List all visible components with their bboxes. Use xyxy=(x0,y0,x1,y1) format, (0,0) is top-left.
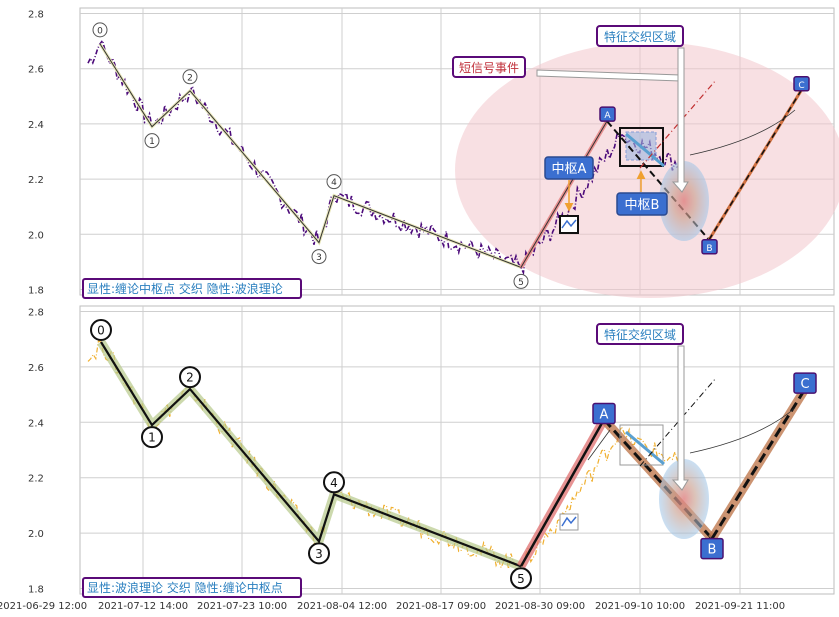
pivot-b-band xyxy=(625,430,665,466)
projection-line xyxy=(639,377,717,467)
y-tick-label: 2.2 xyxy=(28,474,44,485)
y-tick-label: 2.6 xyxy=(28,65,44,76)
abc-point-marker xyxy=(793,372,817,394)
curve-line xyxy=(689,109,796,156)
pivot-a-inner xyxy=(561,516,577,527)
wave-point-marker xyxy=(311,249,327,265)
y-tick-label: 2.0 xyxy=(28,230,44,241)
wave-point-marker xyxy=(90,319,112,341)
wave-point-marker xyxy=(182,69,198,85)
wave-point-marker xyxy=(326,174,342,190)
abc-point-label: B xyxy=(706,244,712,254)
abc-point-marker xyxy=(793,76,810,92)
pivot-b-band xyxy=(625,132,665,168)
wave-point-marker xyxy=(141,426,163,449)
bottom-panel-marks: 0 1 2 3 4 5 A B C xyxy=(90,319,817,590)
wave-point-label: 3 xyxy=(316,253,322,263)
wave-point-label: 5 xyxy=(517,572,525,586)
top-price-series xyxy=(87,38,681,276)
y-tick-label: 2.6 xyxy=(28,363,44,374)
feature-zone-label-top: 特征交织区域 xyxy=(604,29,676,44)
x-tick-label: 2021-09-10 10:00 xyxy=(595,601,685,612)
wave-line xyxy=(99,43,522,268)
wave-point-marker xyxy=(323,471,345,494)
annotation-pivot-b: 中枢B xyxy=(616,170,668,216)
top-caption: 显性:缠论中枢点 交织 隐性:波浪理论 xyxy=(82,278,302,299)
top-panel-marks: 0 1 2 3 4 5 A B C xyxy=(92,22,810,289)
short-signal-region xyxy=(455,42,839,298)
abc-point-marker xyxy=(592,402,616,425)
abc-point-label: C xyxy=(800,377,809,392)
x-tick-label: 2021-07-23 10:00 xyxy=(197,601,287,612)
short-signal-label: 短信号事件 xyxy=(459,61,519,75)
wave-point-label: 0 xyxy=(97,26,103,36)
feature-glow xyxy=(659,459,709,539)
y-tick-label: 2.4 xyxy=(28,120,44,131)
bottom-caption-text: 显性:波浪理论 交织 隐性:缠论中枢点 xyxy=(87,580,283,595)
pivot-a-box xyxy=(559,513,579,531)
wave-point-marker xyxy=(510,567,532,590)
y-tick-label: 1.8 xyxy=(28,285,44,296)
wave-point-label: 4 xyxy=(330,476,338,490)
annotation-pivot-a: 中枢A xyxy=(544,156,594,212)
annotation-feature-zone-top: 特征交织区域 xyxy=(596,25,689,193)
wave-point-label: 4 xyxy=(331,178,337,188)
abc-point-marker xyxy=(700,537,724,560)
bottom-caption: 显性:波浪理论 交织 隐性:缠论中枢点 xyxy=(82,577,302,598)
wave-point-marker xyxy=(513,273,529,289)
y-tick-label: 2.2 xyxy=(28,175,44,186)
x-tick-label: 2021-07-12 14:00 xyxy=(98,601,188,612)
wave-point-label: 1 xyxy=(149,137,155,147)
abc-point-label: B xyxy=(708,543,717,558)
y-tick-label: 1.8 xyxy=(28,584,44,595)
wave-line xyxy=(100,341,522,568)
pivot-a-inner xyxy=(561,219,577,229)
abc-point-label: A xyxy=(604,111,611,121)
x-tick-label: 2021-08-17 09:00 xyxy=(396,601,486,612)
wave-point-marker xyxy=(144,133,160,149)
y-tick-label: 2.8 xyxy=(28,10,44,21)
x-tick-label: 2021-08-04 12:00 xyxy=(297,601,387,612)
wave-point-marker xyxy=(92,22,108,38)
wave-point-label: 3 xyxy=(315,547,323,561)
y-tick-label: 2.4 xyxy=(28,418,44,429)
x-axis-ticks: 2021-06-29 12:00 2021-07-12 14:00 2021-07-… xyxy=(0,601,785,612)
pivot-a-label: 中枢A xyxy=(552,162,587,177)
abc-point-label: A xyxy=(600,408,609,423)
projection-line xyxy=(639,79,717,169)
wave-point-marker xyxy=(179,366,201,389)
wave-point-label: 0 xyxy=(97,324,105,338)
wave-point-label: 5 xyxy=(518,278,524,288)
feature-glow xyxy=(659,161,709,241)
leg-5-a xyxy=(519,418,606,567)
wave-point-label: 2 xyxy=(187,73,193,83)
y-tick-label: 2.0 xyxy=(28,529,44,540)
y-tick-label: 2.8 xyxy=(28,308,44,319)
pivot-b-label: 中枢B xyxy=(625,198,660,213)
leg-b-c-band xyxy=(708,386,809,541)
x-tick-label: 2021-08-30 09:00 xyxy=(495,601,585,612)
x-tick-label: 2021-09-21 11:00 xyxy=(695,601,785,612)
leg-a-b xyxy=(606,120,710,241)
wave-point-label: 1 xyxy=(148,431,156,445)
x-tick-label: 2021-06-29 12:00 xyxy=(0,601,87,612)
annotation-feature-zone-bottom: 特征交织区域 xyxy=(596,323,689,491)
thin-line xyxy=(587,429,611,461)
annotation-short-signal: 短信号事件 xyxy=(452,56,681,82)
feature-zone-label-bottom: 特征交织区域 xyxy=(604,327,676,342)
wave-point-marker xyxy=(308,542,330,565)
price-line xyxy=(87,38,681,276)
bottom-panel-grid: 1.8 2.0 2.2 2.4 2.6 2.8 xyxy=(28,306,834,595)
top-caption-text: 显性:缠论中枢点 交织 隐性:波浪理论 xyxy=(87,281,283,296)
abc-point-marker xyxy=(701,239,718,255)
wave-point-label: 2 xyxy=(186,371,194,385)
leg-b-c xyxy=(708,90,802,241)
curve-line xyxy=(689,407,796,454)
abc-point-label: C xyxy=(798,81,804,91)
leg-5-a xyxy=(520,120,608,268)
leg-a-b xyxy=(602,418,714,540)
abc-point-marker xyxy=(599,106,616,122)
